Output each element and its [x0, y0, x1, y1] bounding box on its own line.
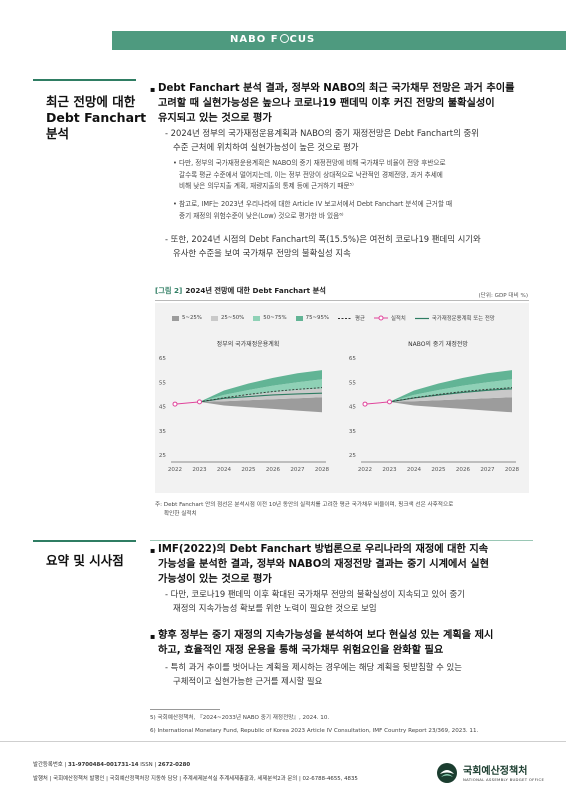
- legend-item-actual: 실적치: [373, 314, 406, 322]
- org-name: 국회예산정책처: [463, 766, 528, 777]
- footer-rule: [0, 741, 566, 742]
- nabo-emblem-icon: [437, 763, 457, 783]
- figure-note: 주: Debt Fanchart 안의 점선은 분석시점 이전 10년 동안의 …: [155, 502, 454, 517]
- section-title-recent: 최근 전망에 대한 Debt Fanchart 분석: [46, 94, 147, 141]
- section-title-summary: 요약 및 시사점: [46, 553, 124, 568]
- footer-publisher: 발행처 | 국회예산정책처 발행인 | 국회예산정책처장 지동하 담당 | 추계…: [33, 776, 358, 782]
- sub-bullet-2: - 또한, 2024년 시점의 Debt Fanchart의 폭(15.5%)은…: [165, 234, 481, 258]
- legend-item-plan: 국가재정운용계획 또는 전망: [414, 316, 495, 322]
- main-bullet-1: ▪ Debt Fanchart 분석 결과, 정부와 NABO의 최근 국가채무…: [150, 83, 515, 124]
- logo-o-icon: [279, 34, 289, 43]
- figure-title: [그림 2] 2024년 전망에 대한 Debt Fanchart 분석: [155, 286, 326, 295]
- chart-legend: 5~25% 25~50% 50~75% 75~95% 평균 실적치 국가재정운용…: [172, 314, 495, 322]
- nabo-focus-logo: NABO F CUS: [230, 34, 316, 45]
- figure-panel: [155, 303, 529, 493]
- figure-rule: [155, 300, 529, 301]
- header-band: [112, 31, 566, 50]
- footer-registration: 발간등록번호 | 31-9700484-001731-14 ISSN | 267…: [33, 762, 191, 768]
- main-bullet-2: ▪ IMF(2022)의 Debt Fanchart 방법론으로 우리나라의 재…: [150, 544, 490, 585]
- legend-item-band2: 25~50%: [210, 315, 244, 321]
- sub-bullet-3: - 다만, 코로나19 팬데믹 이후 확대된 국가채무 전망의 불확실성이 지속…: [165, 589, 465, 613]
- main-bullet-3: ▪ 향후 정부는 중기 재정의 지속가능성을 분석하여 보다 현실성 있는 계획…: [150, 630, 494, 656]
- figure-unit: (단위: GDP 대비 %): [478, 293, 529, 299]
- legend-item-band3: 50~75%: [253, 315, 287, 321]
- sub-bullet-1: - 2024년 정부의 국가재정운용계획과 NABO의 중기 재정전망은 Deb…: [165, 128, 479, 152]
- legend-item-mean: 평균: [338, 316, 365, 322]
- footnote-6: 6) International Monetary Fund, Republic…: [150, 728, 479, 734]
- org-subtitle: NATIONAL ASSEMBLY BUDGET OFFICE: [463, 777, 545, 782]
- sub-bullet-4: - 특히 과거 추이를 벗어나는 계획을 제시하는 경우에는 해당 계획을 뒷받…: [165, 662, 462, 686]
- footnote-rule: [150, 709, 220, 710]
- legend-item-band4: 75~95%: [295, 315, 329, 321]
- section-divider: [33, 79, 136, 81]
- subsub-bullet-2: • 참고로, IMF는 2023년 우리나라에 대한 Article IV 보고…: [173, 200, 453, 220]
- legend-item-band1: 5~25%: [172, 315, 202, 321]
- footnote-5: 5) 국회예산정책처, 『2024~2033년 NABO 중기 재정전망』, 2…: [150, 715, 330, 721]
- subsub-bullet-1: • 다만, 정부의 국가재정운용계획은 NABO의 중기 재정전망에 비해 국가…: [173, 159, 446, 190]
- section-divider-2: [33, 540, 136, 542]
- section-divider-2-long: [150, 540, 533, 541]
